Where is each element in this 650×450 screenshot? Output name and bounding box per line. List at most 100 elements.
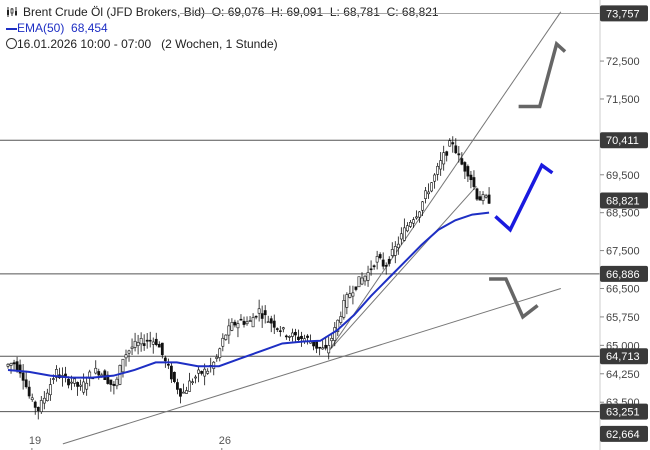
candle-body xyxy=(475,188,479,200)
candle-body xyxy=(36,406,40,411)
candle-body xyxy=(27,386,31,397)
y-tick-label: 71,500 xyxy=(606,94,640,106)
candle-body xyxy=(130,346,134,349)
price-tag xyxy=(600,425,648,442)
candle-body xyxy=(133,340,137,348)
candle-body xyxy=(439,160,443,170)
candle-body xyxy=(6,363,10,367)
legend-ema: EMA(50) 68,454 xyxy=(6,21,108,35)
candle-body xyxy=(97,371,101,376)
up-top-projection-arrow xyxy=(518,40,567,109)
y-tick-label: 65,750 xyxy=(606,312,640,324)
price-tag-label: 63,251 xyxy=(606,407,640,419)
candle-body xyxy=(421,201,424,211)
candle-body xyxy=(30,397,34,400)
candle-body xyxy=(375,256,379,263)
candle-body xyxy=(163,357,167,362)
candle-body xyxy=(239,318,243,321)
candle-body xyxy=(73,378,76,384)
candle-body xyxy=(278,330,282,333)
candle-body xyxy=(230,322,234,331)
candle-body xyxy=(272,320,276,328)
y-tick-label: 66,500 xyxy=(606,283,640,295)
candle-body xyxy=(139,338,143,345)
candle-body xyxy=(384,265,388,267)
candle-body xyxy=(393,246,397,256)
candle-body xyxy=(160,342,164,356)
candle-body xyxy=(215,356,219,359)
candle-body xyxy=(336,319,340,332)
candle-body xyxy=(9,363,13,366)
price-tag-label: 66,886 xyxy=(606,269,640,281)
candle-body xyxy=(48,384,52,396)
price-tag xyxy=(600,265,648,282)
candle-body xyxy=(166,363,170,366)
candle-body xyxy=(145,339,149,342)
trend-line xyxy=(62,288,561,445)
candle-body xyxy=(469,174,473,181)
candle-body xyxy=(405,225,409,232)
price-tag-label: 62,664 xyxy=(606,429,640,441)
candle-body xyxy=(236,323,240,329)
candle-body xyxy=(269,318,273,324)
candle-body xyxy=(176,382,179,390)
candle-body xyxy=(218,348,222,358)
trend-line xyxy=(328,11,562,352)
candle-body xyxy=(182,391,185,394)
candle-body xyxy=(55,369,58,378)
x-tick-label: 19 xyxy=(29,435,41,447)
legend-ohlc: Brent Crude Öl (JFD Brokers, Bid) O: 69,… xyxy=(6,5,439,19)
candle-body xyxy=(39,400,43,413)
candle-body xyxy=(112,383,116,386)
candle-body xyxy=(339,316,343,323)
candle-body xyxy=(70,381,73,384)
candle-body xyxy=(227,325,231,336)
clock-icon xyxy=(6,38,17,49)
y-tick-label: 64,250 xyxy=(606,369,640,381)
price-tag xyxy=(600,348,648,365)
candle-body xyxy=(342,300,346,318)
candle-body xyxy=(18,364,22,374)
candle-body xyxy=(345,294,349,308)
candle-body xyxy=(412,219,415,224)
candle-body xyxy=(287,336,291,338)
candle-body xyxy=(260,313,264,319)
candle-body xyxy=(121,358,125,373)
candle-body xyxy=(173,371,176,382)
y-tick-label: 67,500 xyxy=(606,246,640,258)
candle-body xyxy=(418,211,421,218)
candlestick-icon xyxy=(7,7,17,17)
trend-line xyxy=(328,185,477,352)
candle-body xyxy=(124,354,128,359)
candle-body xyxy=(312,341,315,347)
candle-body xyxy=(103,370,107,381)
ema-line-icon xyxy=(6,27,17,30)
candle-body xyxy=(275,328,279,330)
candle-body xyxy=(42,397,46,404)
candle-body xyxy=(327,345,331,354)
candle-body xyxy=(454,145,458,154)
candle-body xyxy=(21,372,25,381)
candle-body xyxy=(427,191,430,195)
candle-body xyxy=(472,177,476,187)
x-axis: 19 26 xyxy=(29,435,231,450)
candle-body xyxy=(82,381,86,393)
candle-body xyxy=(24,379,28,388)
candle-body xyxy=(448,140,452,147)
candle-body xyxy=(224,334,228,340)
candle-body xyxy=(424,190,427,199)
candle-body xyxy=(381,259,385,267)
candle-body xyxy=(251,317,255,328)
candle-body xyxy=(390,249,394,256)
price-tag xyxy=(600,132,648,149)
candle-body xyxy=(372,265,376,268)
low-value: 68,781 xyxy=(343,5,380,19)
candle-body xyxy=(445,151,449,156)
candle-body xyxy=(402,227,406,241)
candle-body xyxy=(487,194,491,204)
candle-body xyxy=(366,272,370,281)
ema-line xyxy=(7,211,490,379)
candle-body xyxy=(221,337,225,347)
candle-body xyxy=(266,321,270,323)
